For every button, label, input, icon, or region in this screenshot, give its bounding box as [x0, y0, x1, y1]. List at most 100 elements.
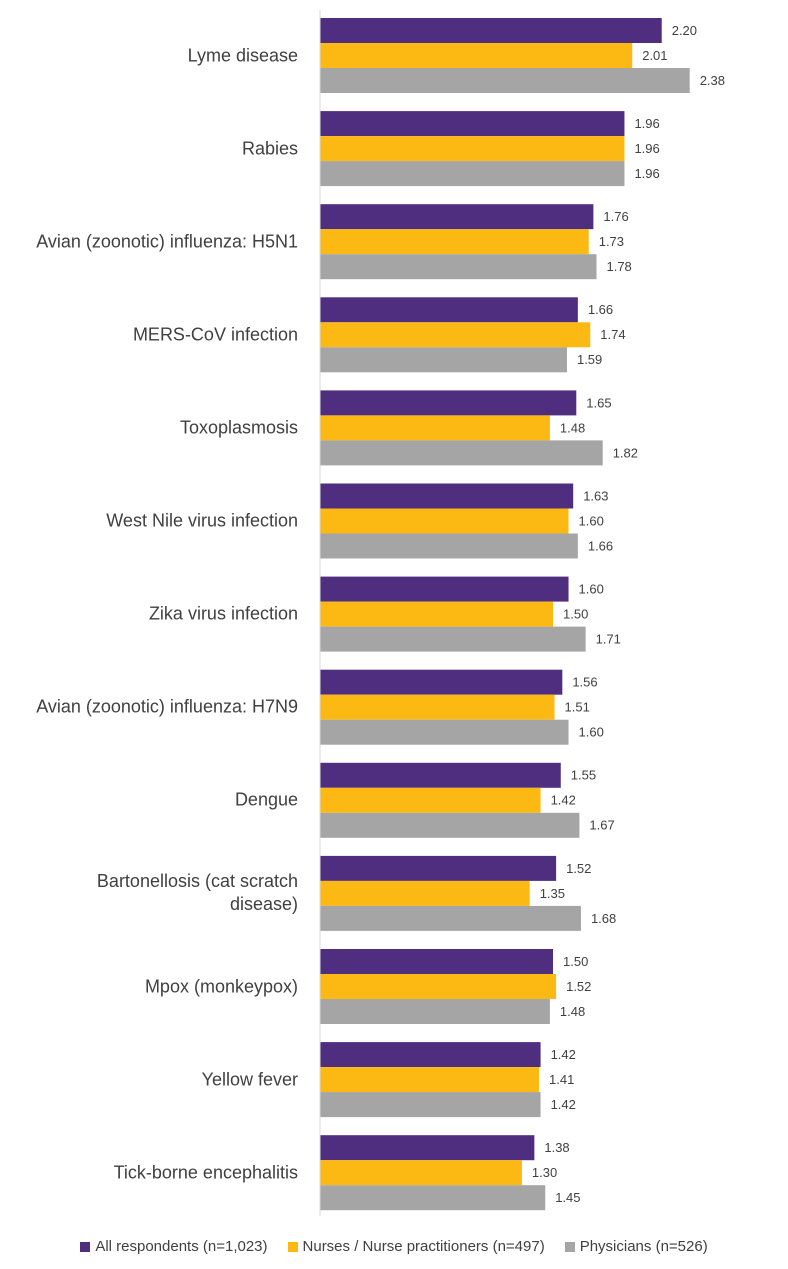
category-label: Avian (zoonotic) influenza: H5N1 — [36, 231, 298, 252]
bar — [320, 111, 625, 137]
category-label: Zika virus infection — [148, 603, 298, 624]
bar — [320, 626, 586, 652]
legend-swatch — [287, 1241, 298, 1252]
category-label: MERS-CoV infection — [132, 324, 298, 345]
bar — [320, 161, 625, 187]
value-label: 1.68 — [591, 911, 616, 926]
value-label: 1.35 — [540, 886, 565, 901]
bar — [320, 18, 662, 43]
value-label: 1.30 — [532, 1165, 557, 1180]
value-label: 1.55 — [571, 768, 596, 783]
bar — [320, 999, 550, 1024]
bar — [320, 855, 557, 881]
legend: All respondents (n=1,023) Nurses / Nurse … — [0, 1238, 788, 1255]
bar — [320, 1135, 535, 1161]
category-label: Avian (zoonotic) influenza: H7N9 — [36, 696, 298, 717]
bar — [320, 229, 589, 255]
value-label: 1.65 — [586, 395, 611, 410]
bar — [320, 1092, 541, 1118]
bar — [320, 297, 578, 323]
value-label: 1.51 — [565, 700, 590, 715]
value-label: 1.66 — [588, 302, 613, 317]
value-label: 1.50 — [563, 607, 588, 622]
bar — [320, 787, 541, 813]
value-label: 1.60 — [579, 582, 604, 597]
bar — [320, 905, 581, 931]
bar — [320, 762, 561, 788]
category-label: Rabies — [241, 138, 298, 159]
value-label: 1.76 — [603, 209, 628, 224]
bar — [320, 719, 569, 745]
value-label: 1.48 — [560, 1004, 585, 1019]
value-label: 1.45 — [555, 1190, 580, 1205]
bar — [320, 254, 597, 280]
bar — [320, 440, 603, 466]
value-label: 1.38 — [544, 1140, 569, 1155]
value-label: 2.38 — [700, 73, 725, 88]
bar — [320, 880, 530, 906]
bar — [320, 576, 569, 602]
bar — [320, 601, 553, 627]
legend-label: Physicians (n=526) — [579, 1238, 708, 1255]
value-label: 1.96 — [634, 141, 659, 156]
value-label: 1.56 — [572, 675, 597, 690]
value-label: 2.20 — [672, 23, 697, 38]
value-label: 1.63 — [583, 488, 608, 503]
value-label: 1.48 — [560, 420, 585, 435]
bar — [320, 68, 690, 93]
category-label: West Nile virus infection — [106, 510, 298, 531]
category-label: Dengue — [234, 789, 298, 810]
bar — [320, 1160, 522, 1186]
category-label: Bartonellosis (cat scratch disease) — [96, 871, 298, 915]
bar — [320, 812, 580, 838]
value-label: 1.82 — [613, 445, 638, 460]
value-label: 1.71 — [596, 632, 621, 647]
bar — [320, 43, 633, 68]
value-label: 1.59 — [577, 352, 602, 367]
bar — [320, 322, 591, 348]
value-label: 1.42 — [551, 1047, 576, 1062]
category-label: Yellow fever — [201, 1069, 298, 1090]
value-label: 1.60 — [579, 513, 604, 528]
category-label: Toxoplasmosis — [179, 417, 298, 438]
value-label: 1.66 — [588, 538, 613, 553]
bar — [320, 508, 569, 534]
value-label: 1.50 — [563, 954, 588, 969]
bar — [320, 1185, 546, 1211]
bar — [320, 415, 550, 441]
value-label: 2.01 — [642, 48, 667, 63]
bar — [320, 694, 555, 720]
value-label: 1.73 — [599, 234, 624, 249]
bar — [320, 533, 578, 559]
bar — [320, 974, 557, 999]
bar — [320, 1067, 540, 1093]
bar — [320, 347, 567, 373]
category-label: Lyme disease — [187, 45, 298, 65]
bar — [320, 949, 553, 974]
value-label: 1.42 — [551, 1097, 576, 1112]
bar — [320, 204, 594, 230]
bar — [320, 390, 577, 416]
legend-swatch — [564, 1241, 575, 1252]
legend-label: Nurses / Nurse practitioners (n=497) — [302, 1238, 545, 1255]
value-label: 1.60 — [579, 725, 604, 740]
bar — [320, 483, 574, 509]
value-label: 1.96 — [634, 166, 659, 181]
category-label: Tick-borne encephalitis — [113, 1162, 298, 1183]
value-label: 1.41 — [549, 1072, 574, 1087]
value-label: 1.74 — [600, 327, 625, 342]
bar — [320, 1042, 541, 1068]
legend-swatch — [80, 1241, 91, 1252]
bar — [320, 136, 625, 162]
legend-item: Physicians (n=526) — [564, 1238, 708, 1255]
value-label: 1.78 — [606, 259, 631, 274]
legend-item: All respondents (n=1,023) — [80, 1238, 268, 1255]
value-label: 1.96 — [634, 116, 659, 131]
bar — [320, 669, 563, 695]
category-label: Mpox (monkeypox) — [144, 976, 298, 996]
legend-label: All respondents (n=1,023) — [95, 1238, 268, 1255]
legend-item: Nurses / Nurse practitioners (n=497) — [287, 1238, 545, 1255]
value-label: 1.42 — [551, 793, 576, 808]
value-label: 1.52 — [566, 979, 591, 994]
